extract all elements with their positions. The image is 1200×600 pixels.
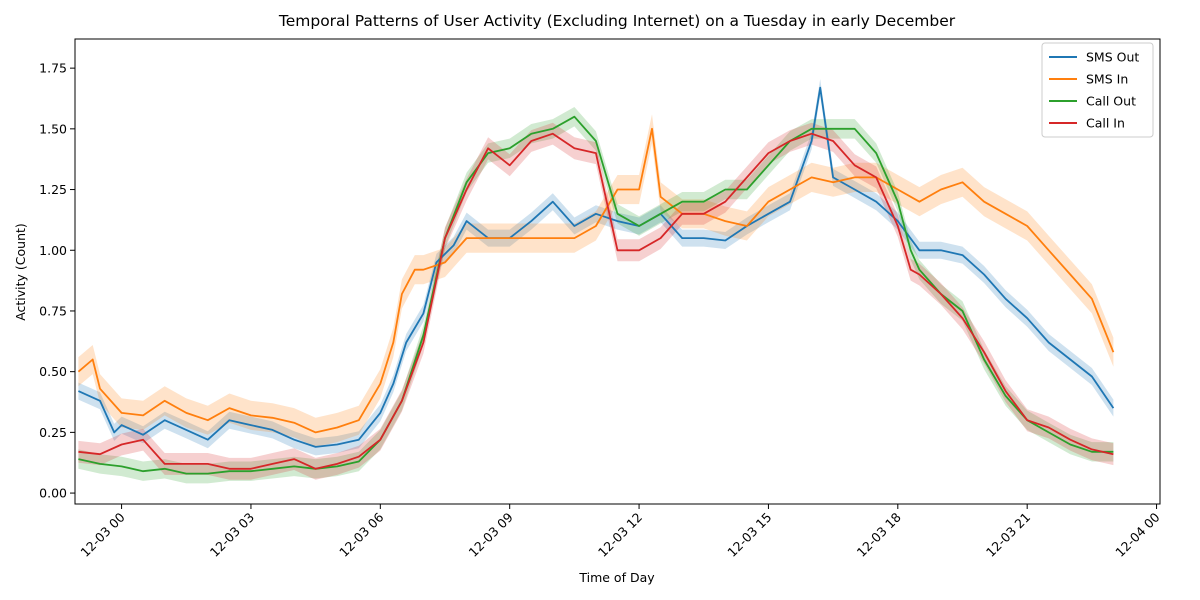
chart-title: Temporal Patterns of User Activity (Excl… xyxy=(278,12,956,30)
y-tick-label: 1.25 xyxy=(39,182,67,197)
series-line-call-in xyxy=(78,132,1114,470)
series-lines xyxy=(77,86,1115,475)
confidence-bands xyxy=(78,79,1114,484)
x-tick-label: 12-03 09 xyxy=(465,509,515,559)
y-axis: 0.00 0.25 0.50 0.75 1.00 1.25 1.50 1.75 xyxy=(39,61,75,501)
y-tick-label: 1.75 xyxy=(39,61,67,76)
x-axis: 12-03 00 12-03 03 12-03 06 12-03 09 12-03 12… xyxy=(77,504,1163,560)
legend: SMS Out SMS In Call Out Call In xyxy=(1041,42,1154,138)
legend-frame xyxy=(1041,42,1154,138)
y-tick-label: 0.00 xyxy=(39,486,67,501)
band-sms-in xyxy=(78,114,1114,447)
x-tick-label: 12-03 00 xyxy=(77,509,127,559)
legend-label-sms-in: SMS In xyxy=(1086,72,1128,87)
x-tick-label: 12-03 12 xyxy=(595,510,645,560)
x-axis-label: Time of Day xyxy=(578,570,655,585)
plot-frame xyxy=(74,38,1161,505)
y-tick-label: 1.00 xyxy=(39,243,67,258)
y-tick-label: 0.25 xyxy=(39,425,67,440)
x-tick-label: 12-03 03 xyxy=(207,510,257,560)
y-tick-label: 0.75 xyxy=(39,303,67,318)
x-tick-label: 12-03 18 xyxy=(854,509,904,559)
x-tick-label: 12-03 06 xyxy=(336,509,386,559)
legend-label-sms-out: SMS Out xyxy=(1086,50,1139,65)
legend-label-call-out: Call Out xyxy=(1086,94,1136,109)
series-line-sms-in xyxy=(77,127,1115,434)
y-tick-label: 0.50 xyxy=(39,364,67,379)
x-tick-label: 12-03 21 xyxy=(983,510,1033,560)
y-tick-label: 1.50 xyxy=(39,121,67,136)
x-tick-label: 12-03 15 xyxy=(724,510,774,560)
series-line-sms-out xyxy=(78,86,1115,448)
legend-label-call-in: Call In xyxy=(1086,116,1125,131)
x-tick-label: 12-04 00 xyxy=(1112,509,1162,559)
y-axis-label: Activity (Count) xyxy=(13,223,28,321)
